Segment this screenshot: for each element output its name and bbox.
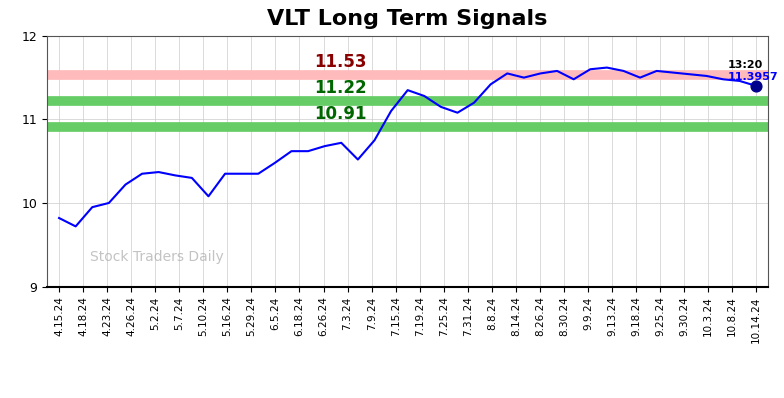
- Text: 11.3957: 11.3957: [728, 72, 778, 82]
- Point: [750, 83, 763, 89]
- Title: VLT Long Term Signals: VLT Long Term Signals: [267, 9, 548, 29]
- Text: Stock Traders Daily: Stock Traders Daily: [90, 250, 224, 265]
- Text: 11.53: 11.53: [314, 53, 366, 71]
- Text: 13:20: 13:20: [728, 60, 763, 70]
- Text: 11.22: 11.22: [314, 79, 367, 97]
- Text: 10.91: 10.91: [314, 105, 366, 123]
